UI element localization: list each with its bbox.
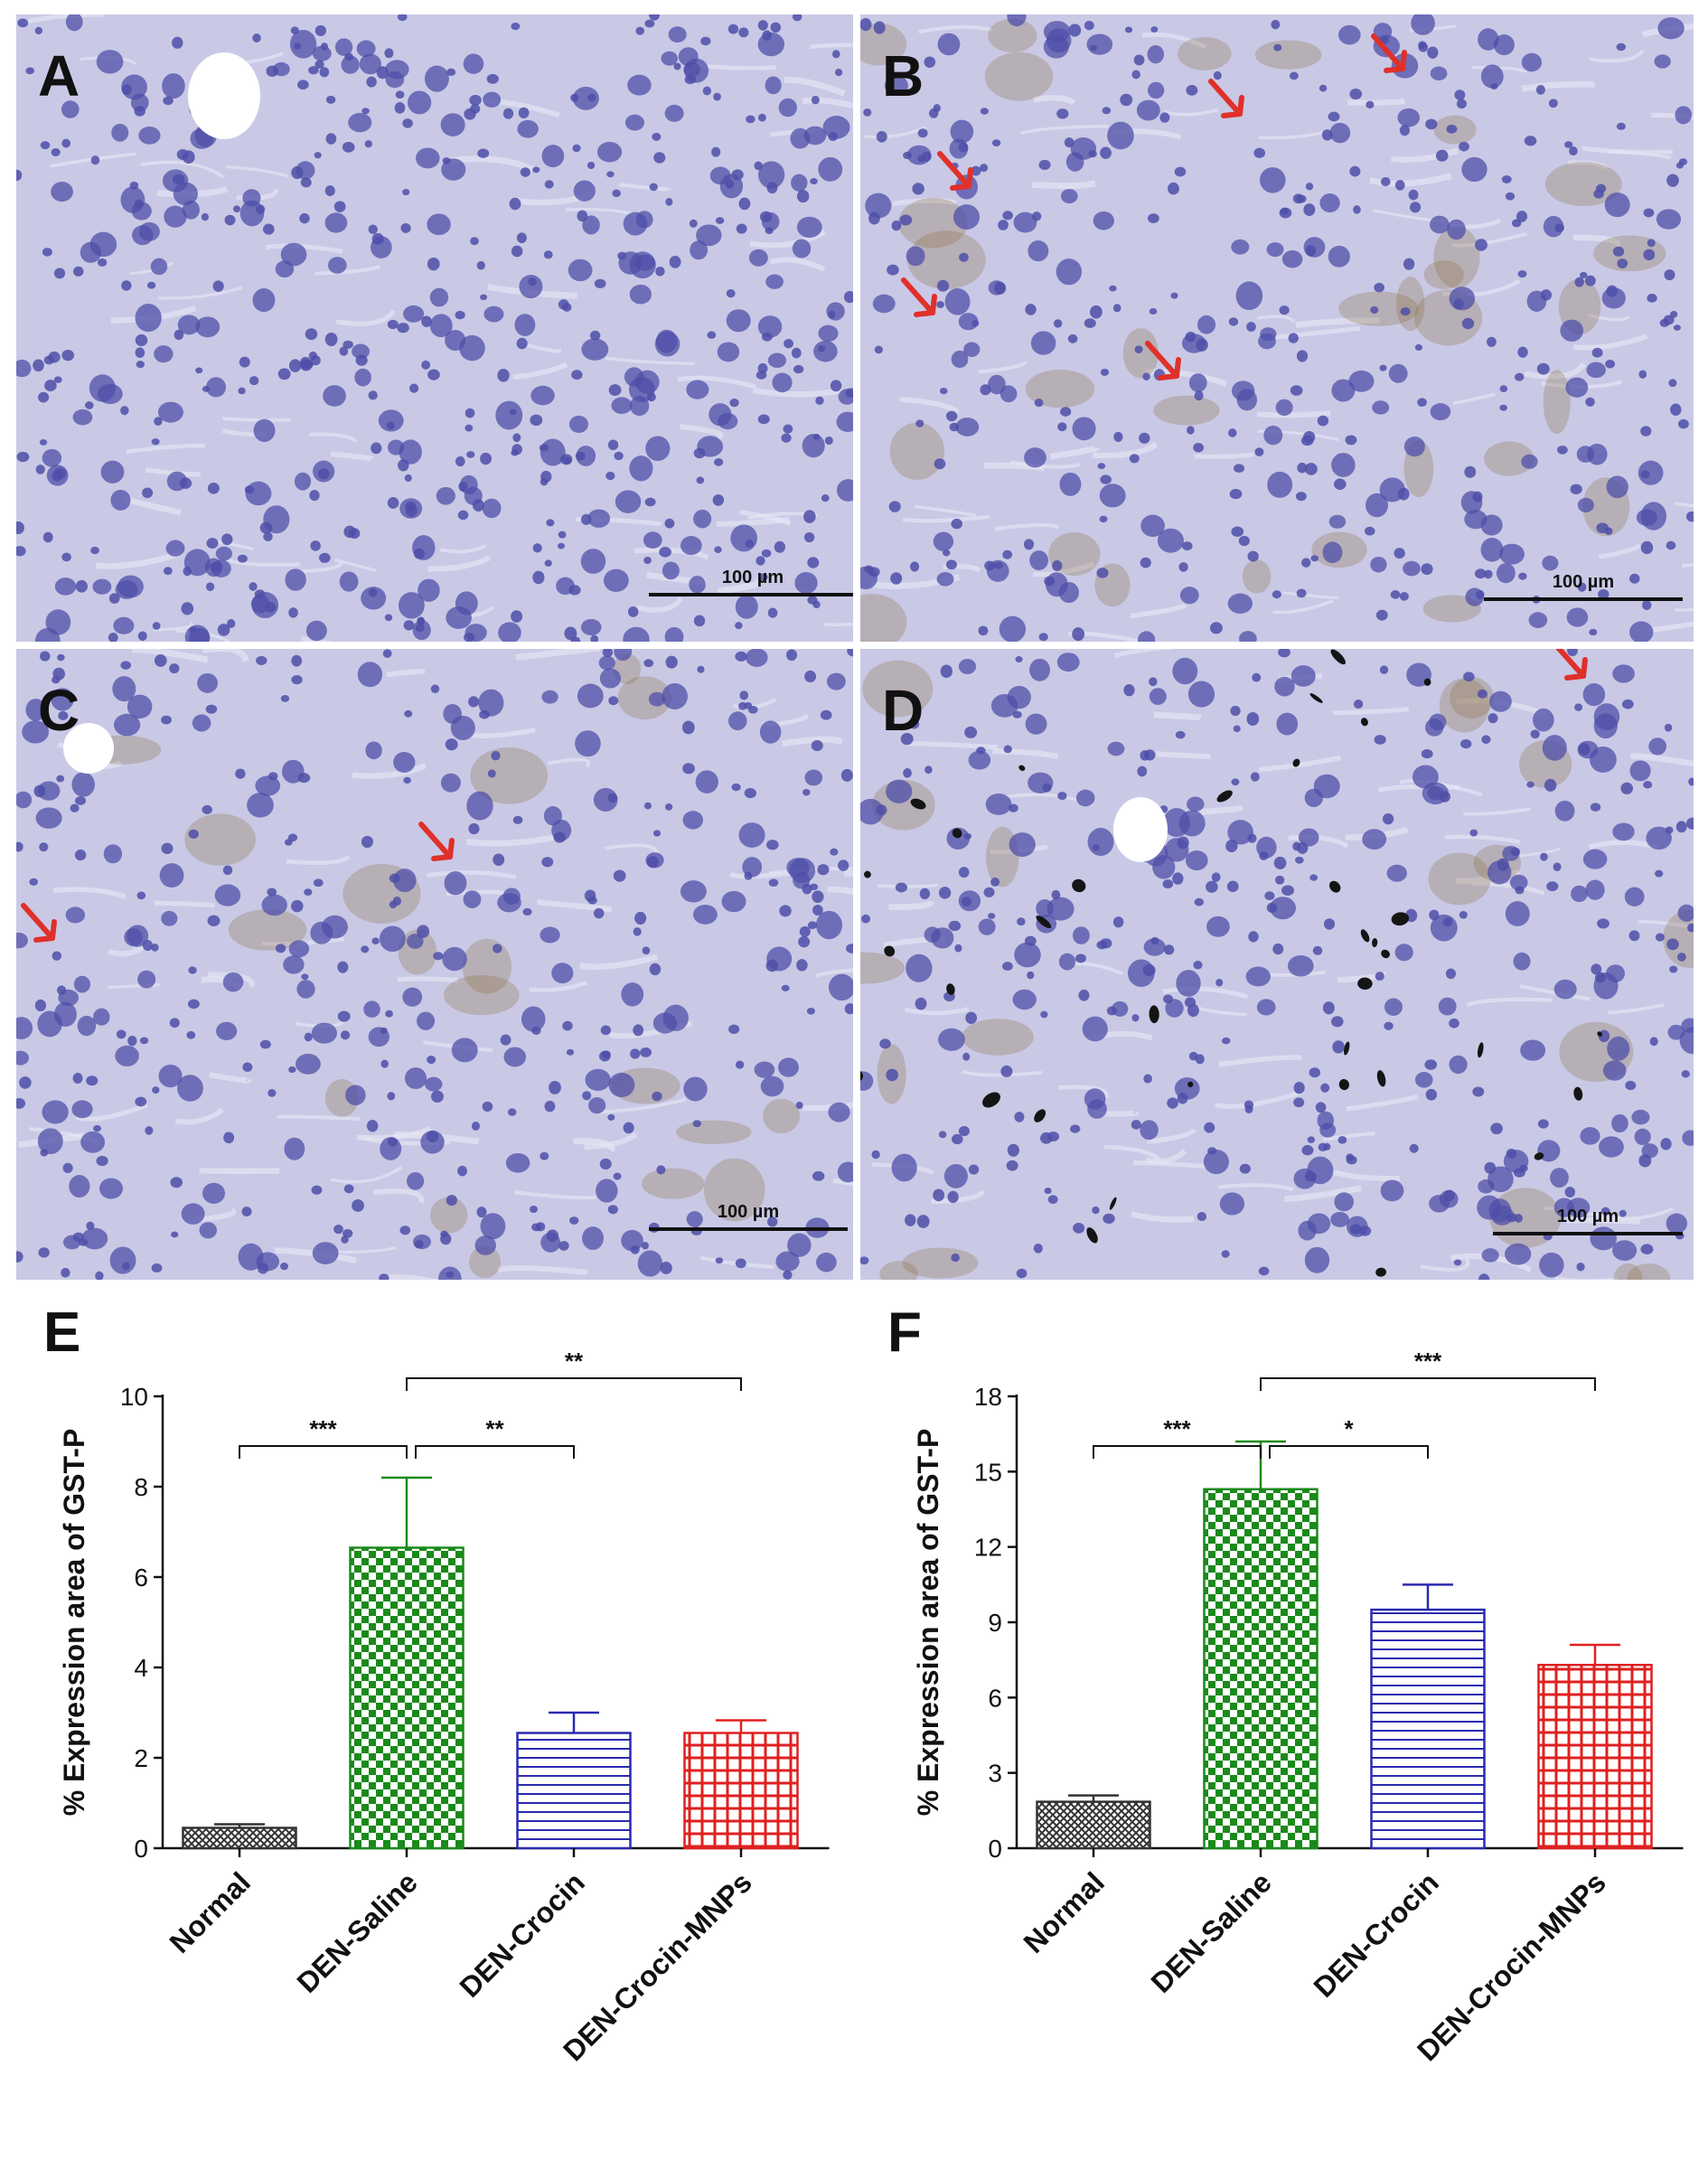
bar-den-crocin-mnps (683, 1732, 799, 1850)
red-arrow-icon (21, 903, 57, 943)
scale-bar-b (1484, 597, 1683, 601)
significance-bracket: ** (406, 1348, 742, 1391)
y-tick-label: 15 (974, 1458, 1002, 1486)
significance-bracket: ** (415, 1415, 575, 1459)
red-arrow-icon (1208, 79, 1244, 118)
bar-den-crocin (516, 1732, 632, 1850)
scale-bar-d (1493, 1232, 1683, 1235)
chart-svg-e: % Expression area of GST-P 0 2 4 6 8 10 Normal D… (58, 1348, 830, 2067)
significance-bracket: *** (239, 1415, 408, 1459)
y-tick-label: 0 (134, 1835, 148, 1863)
chart-svg-f: % Expression area of GST-P 0 3 6 9 12 15 18 Norm… (912, 1348, 1684, 2067)
significance-bracket: * (1269, 1415, 1429, 1459)
red-arrow-icon (1371, 33, 1407, 73)
y-tick-label: 4 (134, 1654, 148, 1682)
chart-label-f: F (887, 1301, 922, 1364)
bar-chart-e: % Expression area of GST-P 0 2 4 6 8 10 Normal D… (0, 1283, 854, 2160)
y-tick-label: 0 (988, 1835, 1002, 1863)
panel-label-d: D (882, 678, 924, 743)
y-tick-label: 6 (134, 1564, 148, 1592)
micrograph-panel-a: A 100 µm (16, 14, 853, 642)
x-tick-label: DEN-Crocin-MNPs (557, 1865, 758, 2067)
significance-label: *** (309, 1415, 337, 1442)
micrograph-panel-d: D 100 µm (860, 649, 1694, 1280)
x-tick-label: DEN-Saline (1145, 1865, 1278, 1998)
x-tick-label: DEN-Saline (291, 1865, 424, 1998)
y-tick-label: 10 (120, 1383, 148, 1411)
bar-den-crocin (1370, 1608, 1486, 1850)
micrograph-panel-b: B 100 µm (860, 14, 1694, 642)
red-arrow-icon (937, 151, 973, 191)
y-tick-label: 3 (988, 1760, 1002, 1788)
bar-den-saline (1203, 1488, 1319, 1850)
significance-bracket: *** (1260, 1348, 1596, 1391)
significance-label: *** (1163, 1415, 1191, 1442)
tissue-image-b (860, 14, 1694, 642)
x-tick-label: DEN-Crocin-MNPs (1411, 1865, 1612, 2067)
scale-label-d: 100 µm (1556, 1207, 1619, 1226)
scale-bar-a (649, 593, 853, 596)
significance-label: ** (485, 1415, 504, 1442)
y-tick-label: 2 (134, 1744, 148, 1772)
red-arrow-icon (418, 822, 455, 861)
scale-label-b: 100 µm (1552, 572, 1615, 592)
x-tick-label: Normal (164, 1865, 257, 1958)
tissue-image-c (16, 649, 853, 1280)
scale-label-c: 100 µm (717, 1202, 780, 1222)
y-tick-label: 12 (974, 1534, 1002, 1562)
significance-label: ** (565, 1348, 584, 1375)
y-tick-label: 6 (988, 1684, 1002, 1712)
bar-chart-f: % Expression area of GST-P 0 3 6 9 12 15 18 Norm… (854, 1283, 1708, 2160)
bar-normal (182, 1827, 297, 1850)
bar-normal (1036, 1800, 1151, 1850)
panel-label-a: A (38, 43, 80, 108)
significance-label: * (1344, 1415, 1354, 1442)
tissue-image-d (860, 649, 1694, 1280)
y-tick-label: 18 (974, 1383, 1002, 1411)
y-axis-label: % Expression area of GST-P (912, 1429, 944, 1817)
y-tick-label: 9 (988, 1609, 1002, 1637)
x-tick-label: DEN-Crocin (454, 1865, 591, 2003)
tissue-image-a (16, 14, 853, 642)
y-tick-label: 8 (134, 1473, 148, 1501)
x-tick-label: Normal (1018, 1865, 1111, 1958)
scale-label-a: 100 µm (721, 568, 784, 587)
y-axis-label: % Expression area of GST-P (58, 1429, 90, 1817)
bar-den-crocin-mnps (1537, 1663, 1653, 1850)
bar-den-saline (349, 1546, 465, 1850)
chart-label-e: E (43, 1301, 81, 1364)
micrograph-panel-c: C 100 µm (16, 649, 853, 1280)
red-arrow-icon (901, 277, 937, 317)
panel-label-c: C (38, 678, 80, 743)
red-arrow-icon (1145, 341, 1181, 380)
red-arrow-icon (1555, 649, 1588, 681)
significance-bracket: *** (1093, 1415, 1262, 1459)
significance-label: *** (1414, 1348, 1442, 1375)
panel-label-b: B (882, 43, 924, 108)
x-tick-label: DEN-Crocin (1308, 1865, 1445, 2003)
scale-bar-c (649, 1227, 848, 1231)
